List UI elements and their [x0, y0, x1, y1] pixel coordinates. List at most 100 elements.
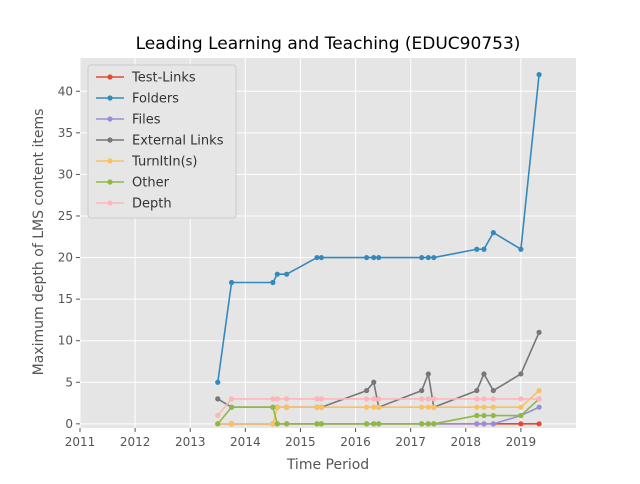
data-point [481, 371, 487, 377]
data-point [518, 421, 524, 427]
data-point [419, 254, 425, 261]
data-point [431, 254, 437, 261]
data-point [318, 421, 324, 427]
data-point [481, 246, 487, 252]
data-point [215, 421, 221, 427]
data-point [474, 412, 480, 419]
data-point [536, 72, 542, 78]
data-point [215, 379, 221, 385]
data-point [518, 404, 524, 410]
data-point [474, 396, 480, 402]
data-point [425, 396, 431, 402]
legend-item: TurnItIn(s) [96, 155, 197, 170]
legend-swatch-marker [107, 95, 113, 101]
data-point [284, 396, 290, 402]
x-tick-label: 2018 [451, 435, 482, 449]
x-tick-label: 2016 [340, 435, 371, 449]
legend-item: Depth [96, 197, 172, 212]
y-tick-label: 35 [58, 126, 73, 140]
data-point [490, 404, 496, 410]
data-point [228, 279, 235, 286]
x-tick-label: 2014 [230, 435, 261, 449]
data-point [536, 387, 542, 394]
legend-label: TurnItIn(s) [131, 155, 197, 170]
legend-swatch-marker [107, 200, 113, 206]
legend-item: External Links [96, 134, 224, 149]
data-point [425, 254, 431, 261]
data-point [490, 387, 496, 394]
legend-label: Depth [132, 197, 172, 212]
x-tick-label: 2017 [395, 435, 426, 449]
data-point [314, 254, 320, 261]
data-point [419, 404, 425, 410]
legend-label: Other [132, 176, 170, 191]
data-point [228, 421, 235, 427]
data-point [425, 371, 431, 377]
y-tick-label: 5 [65, 375, 73, 389]
data-point [490, 396, 496, 402]
x-axis-label: Time Period [286, 457, 369, 473]
data-point [419, 396, 425, 402]
data-point [481, 404, 487, 410]
data-point [419, 421, 425, 427]
x-tick-label: 2012 [120, 435, 151, 449]
data-point [419, 387, 425, 394]
data-point [318, 396, 324, 402]
series-turnitin-s [215, 387, 542, 427]
data-point [518, 396, 524, 402]
data-point [518, 412, 524, 419]
data-point [536, 396, 542, 402]
data-point [474, 387, 480, 394]
data-point [363, 254, 370, 261]
data-point [376, 404, 382, 410]
data-point [274, 396, 280, 402]
legend-swatch-marker [107, 158, 113, 164]
data-point [376, 396, 382, 402]
data-point [318, 404, 324, 410]
series-folders [215, 72, 542, 385]
legend-label: External Links [132, 134, 224, 149]
data-point [274, 421, 280, 427]
legend-swatch-marker [107, 179, 113, 185]
data-point [270, 421, 276, 427]
data-point [363, 421, 370, 427]
legend-item: Files [96, 113, 161, 128]
data-point [318, 254, 324, 261]
x-tick-label: 2011 [65, 435, 96, 449]
data-point [536, 329, 542, 335]
data-point [376, 421, 382, 427]
data-point [284, 421, 290, 427]
x-tick-label: 2015 [285, 435, 316, 449]
data-point [314, 396, 320, 402]
data-point [371, 404, 377, 410]
data-point [371, 379, 377, 385]
data-point [228, 404, 235, 410]
legend-item: Other [96, 176, 170, 191]
legend-box [87, 64, 237, 219]
data-point [425, 404, 431, 410]
y-tick-label: 0 [65, 417, 73, 431]
legend-label: Files [132, 113, 161, 128]
data-point [536, 421, 542, 427]
data-point [215, 396, 221, 402]
y-axis-label: Maximum depth of LMS content items [31, 109, 47, 376]
chart-title: Leading Learning and Teaching (EDUC90753… [136, 34, 521, 54]
x-tick-label: 2013 [175, 435, 206, 449]
data-point [431, 396, 437, 402]
y-tick-label: 15 [58, 292, 73, 306]
data-point [270, 279, 276, 286]
x-tick-label: 2019 [506, 435, 537, 449]
y-tick-label: 20 [58, 251, 73, 265]
data-point [518, 371, 524, 377]
y-tick-label: 30 [58, 167, 73, 181]
data-point [481, 412, 487, 419]
legend-item: Test-Links [96, 71, 196, 86]
data-point [363, 387, 370, 394]
data-point [490, 230, 496, 236]
data-point [215, 412, 221, 419]
legend-swatch-marker [107, 116, 113, 122]
data-point [284, 271, 290, 277]
data-point [536, 404, 542, 410]
data-point [474, 404, 480, 410]
